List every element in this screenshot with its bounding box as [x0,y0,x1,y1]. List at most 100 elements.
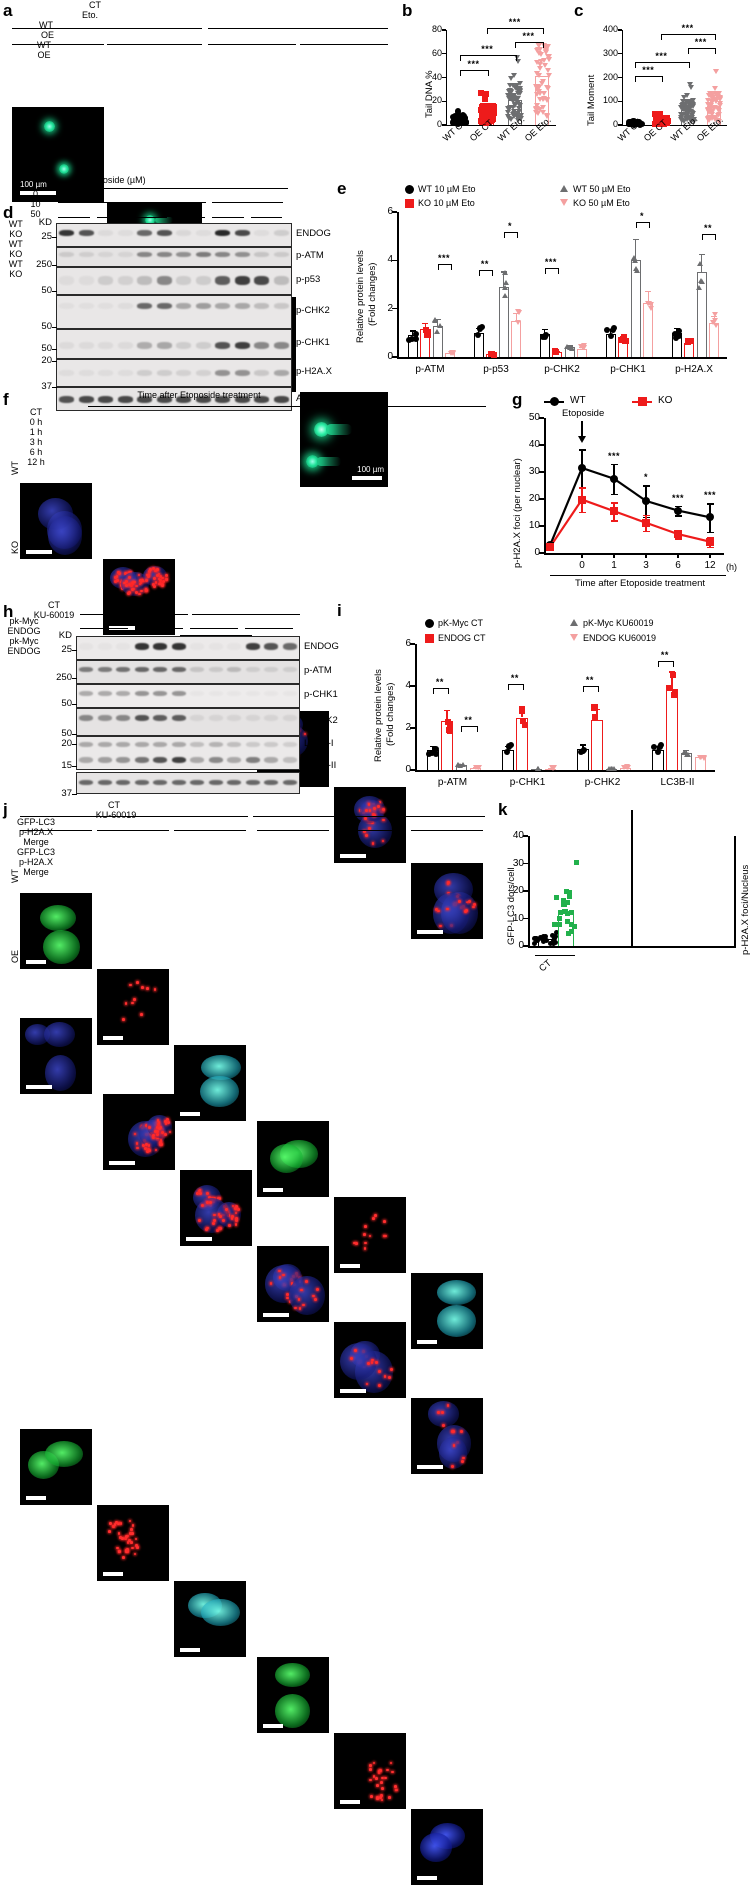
blot-name: p-CHK1 [296,337,330,348]
panel-g-xlabel: Time after Etoposide treatment [550,578,730,589]
data-point [610,507,618,515]
data-point [565,911,570,916]
sub-label: pk-Myc [0,616,48,626]
focus-dot [130,1541,133,1544]
focus-dot [369,1768,372,1771]
legend-label: pK-Myc KU60019 [583,618,654,628]
focus-dot [391,1771,394,1774]
y-tick-label: 40 [502,830,524,841]
focus-dot [136,1142,139,1145]
focus-dot [121,1537,124,1540]
focus-dot [116,575,119,578]
y-tick [618,29,622,30]
sig-bracket [461,726,477,732]
focus-dot [383,1220,386,1223]
y-tick-label: 2 [391,722,411,733]
legend-label: WT 10 µM Eto [418,184,476,194]
y-tick-label: 80 [412,24,442,34]
blot-band [264,643,278,650]
focus-dot [146,574,149,577]
panel-k-legend [502,814,752,832]
scale-bar [180,1648,200,1652]
merge-signal [437,1280,476,1305]
focus-dot [373,1762,376,1765]
data-point [409,336,415,342]
blot-band [118,252,133,257]
blot-band [215,230,230,236]
blot-band [59,276,74,285]
blot-band [283,691,297,696]
focus-dot [219,1227,222,1230]
y-tick [618,77,622,78]
blot-name: p-ATM [296,250,324,261]
focus-dot [388,1376,391,1379]
blot-band [215,370,230,376]
mw-tick [72,744,77,745]
scale-bar [109,1161,135,1165]
column-rule [257,830,329,831]
y-tick-label: 0 [588,119,618,129]
micrograph [257,1246,329,1322]
focus-dot [118,1532,121,1535]
blot-band [283,742,297,747]
focus-dot [376,1784,379,1787]
data-point [475,765,481,770]
data-point [519,706,525,712]
focus-dot [145,1143,148,1146]
data-point [423,327,429,333]
sig-bracket [583,686,599,692]
column-label: CT [0,407,72,417]
focus-dot [133,581,136,584]
y-tick-label: 20 [502,885,524,896]
data-point [517,89,523,94]
mw-tick [52,327,57,328]
micrograph [174,1045,246,1121]
blot-strip [76,660,300,684]
y-tick-label: 0 [520,547,540,558]
x-tick [581,553,582,558]
mw-tick [72,650,77,651]
blot-band [98,691,112,696]
blot-name: ENDOG [296,228,331,239]
comet-cell [59,164,69,174]
y-tick-label: 0 [373,351,393,362]
y-tick [442,53,446,54]
micrograph [334,1197,406,1273]
blot-band [190,757,204,763]
sig-label: *** [475,44,499,54]
blot-band [254,303,269,309]
focus-dot [140,590,143,593]
blot-band [135,667,149,672]
blot-band [153,780,167,785]
panel-a: a CT Eto. WT OE WT OE 100 µm 100 µm 100 … [0,0,395,168]
mw-tick [72,678,77,679]
mw-label: 20 [40,738,72,749]
mw-tick [52,361,57,362]
panel-a-group-ct-rule [12,28,202,29]
blot-band [274,370,289,376]
blot-band [190,742,204,747]
sig-label: ** [503,673,527,683]
data-point [506,743,512,749]
sub-rule [135,217,167,218]
bar [631,260,641,357]
focus-dot [235,1223,238,1226]
error-cap [611,464,618,466]
sig-label: ** [578,675,602,685]
scale-bar [417,1876,437,1880]
sig-label: *** [676,23,700,33]
focus-dot [225,1208,228,1211]
y-tick-label: 50 [520,412,540,423]
blot-band [246,667,260,672]
merge-signal [201,1599,240,1626]
y-axis-left [528,836,530,946]
error-cap [633,239,639,240]
y-tick-label: 6 [391,638,411,649]
data-point [697,755,703,760]
error-cap [643,531,650,533]
x-tick [645,553,646,558]
mw-tick [72,704,77,705]
focus-dot [129,1520,132,1523]
